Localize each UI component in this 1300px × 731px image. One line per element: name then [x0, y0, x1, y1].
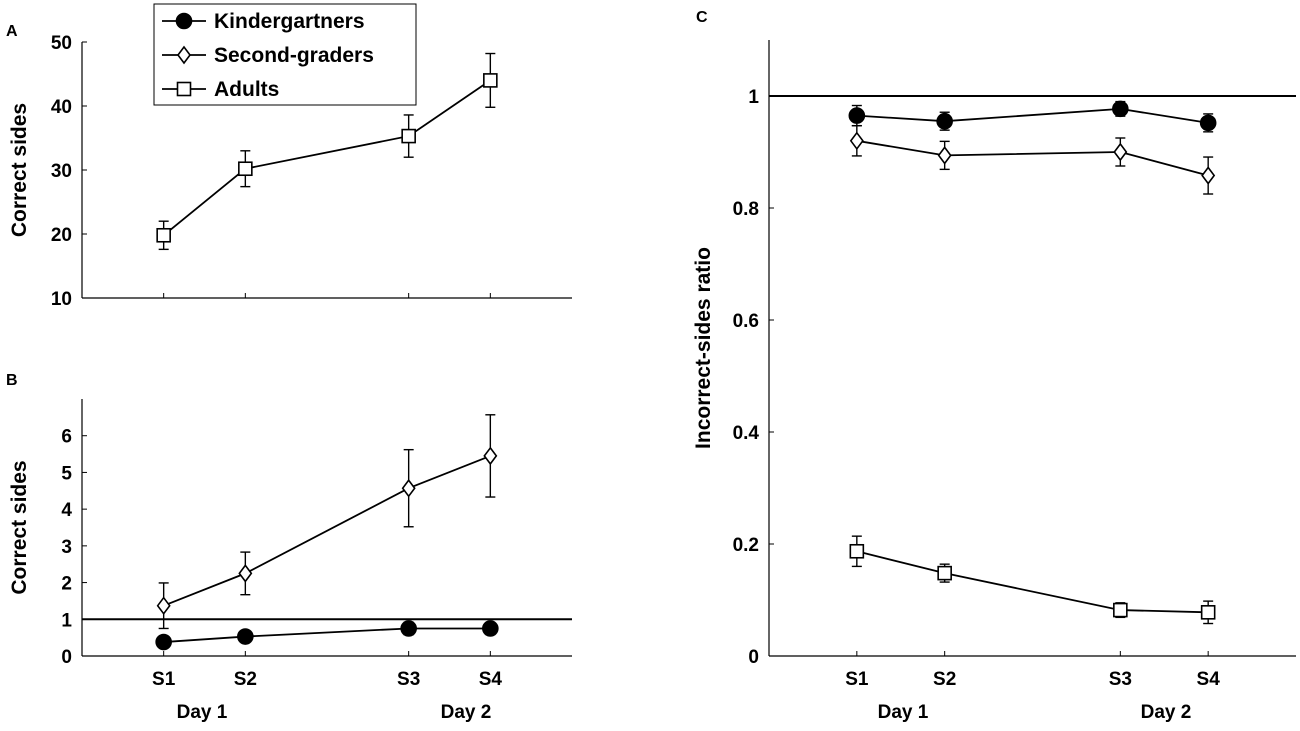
y-tick-label: 0.6 — [733, 311, 759, 332]
data-point — [155, 633, 172, 651]
panel-label: B — [6, 372, 18, 389]
day-label: Day 1 — [878, 702, 929, 723]
data-point — [1199, 114, 1217, 132]
day-label: Day 2 — [1141, 702, 1192, 723]
legend-marker — [177, 45, 191, 65]
panel-b: 0 1 2 3 4 5 6 S1 S2 S3 S4 Correct sides B Day 1 Day 2 — [6, 372, 572, 723]
panel-c: 0 0.2 0.4 0.6 0.8 1 S1 S2 S3 S4 Incorrect-sides ra… — [692, 9, 1296, 723]
data-point — [1112, 100, 1129, 118]
y-tick-label: 50 — [51, 33, 72, 54]
series-line — [856, 550, 1209, 614]
data-point — [849, 543, 865, 559]
x-tick-label: S3 — [1109, 669, 1132, 690]
panel-label: C — [696, 9, 708, 26]
data-point — [238, 161, 253, 177]
data-point — [483, 73, 498, 88]
y-tick-label: 0.8 — [733, 199, 759, 220]
series-kindergartners — [155, 620, 499, 651]
day-label: Day 1 — [177, 702, 228, 723]
series-adults — [849, 535, 1216, 625]
series-second-graders — [156, 414, 498, 630]
x-tick-label: S2 — [933, 669, 956, 690]
y-tick-label: 4 — [61, 500, 72, 521]
panel-a: 10 20 30 40 50 Correct sides A — [6, 23, 572, 310]
y-axis-label: Correct sides — [8, 460, 31, 594]
y-tick-label: 10 — [51, 289, 72, 310]
y-tick-label: 0.4 — [733, 423, 760, 444]
legend-label: Second-graders — [214, 44, 374, 67]
x-tick-label: S4 — [479, 669, 503, 690]
x-tick-label: S1 — [152, 669, 176, 690]
data-point — [238, 564, 253, 583]
y-tick-label: 5 — [61, 463, 72, 484]
x-tick-label: S3 — [397, 669, 420, 690]
y-axis-label: Correct sides — [8, 103, 31, 237]
data-point — [848, 107, 866, 124]
data-point — [1201, 166, 1216, 185]
data-point — [483, 446, 498, 466]
y-tick-label: 20 — [51, 225, 72, 246]
series-line — [856, 139, 1209, 177]
series-second-graders — [849, 124, 1216, 195]
data-point — [1200, 605, 1216, 620]
series-line — [163, 627, 491, 643]
series-adults — [156, 52, 498, 251]
y-tick-label: 0 — [61, 647, 72, 668]
data-point — [401, 478, 416, 498]
series-line — [856, 107, 1209, 124]
data-point — [237, 628, 254, 645]
series-line — [163, 79, 491, 236]
x-tick-label: S2 — [234, 669, 257, 690]
y-tick-label: 0 — [748, 647, 759, 668]
y-tick-label: 0.2 — [733, 535, 759, 556]
y-tick-label: 3 — [61, 537, 72, 558]
data-point — [1113, 142, 1128, 162]
data-point — [400, 620, 417, 637]
y-tick-label: 6 — [61, 427, 72, 448]
legend-marker — [175, 12, 193, 30]
day-label: Day 2 — [441, 702, 492, 723]
series-line — [163, 455, 491, 607]
y-tick-label: 40 — [51, 97, 72, 118]
data-point — [401, 128, 416, 144]
data-point — [1113, 602, 1128, 618]
data-point — [849, 131, 864, 151]
y-tick-label: 2 — [61, 574, 72, 595]
legend-label: Adults — [214, 78, 279, 101]
panel-label: A — [6, 23, 18, 40]
legend: Kindergartners Second-graders Adults — [153, 3, 417, 106]
y-tick-label: 1 — [61, 610, 72, 631]
y-tick-label: 30 — [51, 161, 72, 182]
x-tick-label: S4 — [1197, 669, 1221, 690]
y-axis-label: Incorrect-sides ratio — [692, 247, 715, 449]
data-point — [936, 112, 953, 130]
x-tick-label: S1 — [845, 669, 869, 690]
data-point — [482, 620, 499, 637]
data-point — [156, 596, 171, 616]
legend-marker — [176, 81, 192, 97]
data-point — [156, 227, 171, 243]
series-kindergartners — [848, 100, 1217, 133]
y-tick-label: 1 — [748, 87, 759, 108]
legend-label: Kindergartners — [214, 10, 365, 33]
data-point — [937, 565, 952, 581]
data-point — [937, 146, 952, 165]
